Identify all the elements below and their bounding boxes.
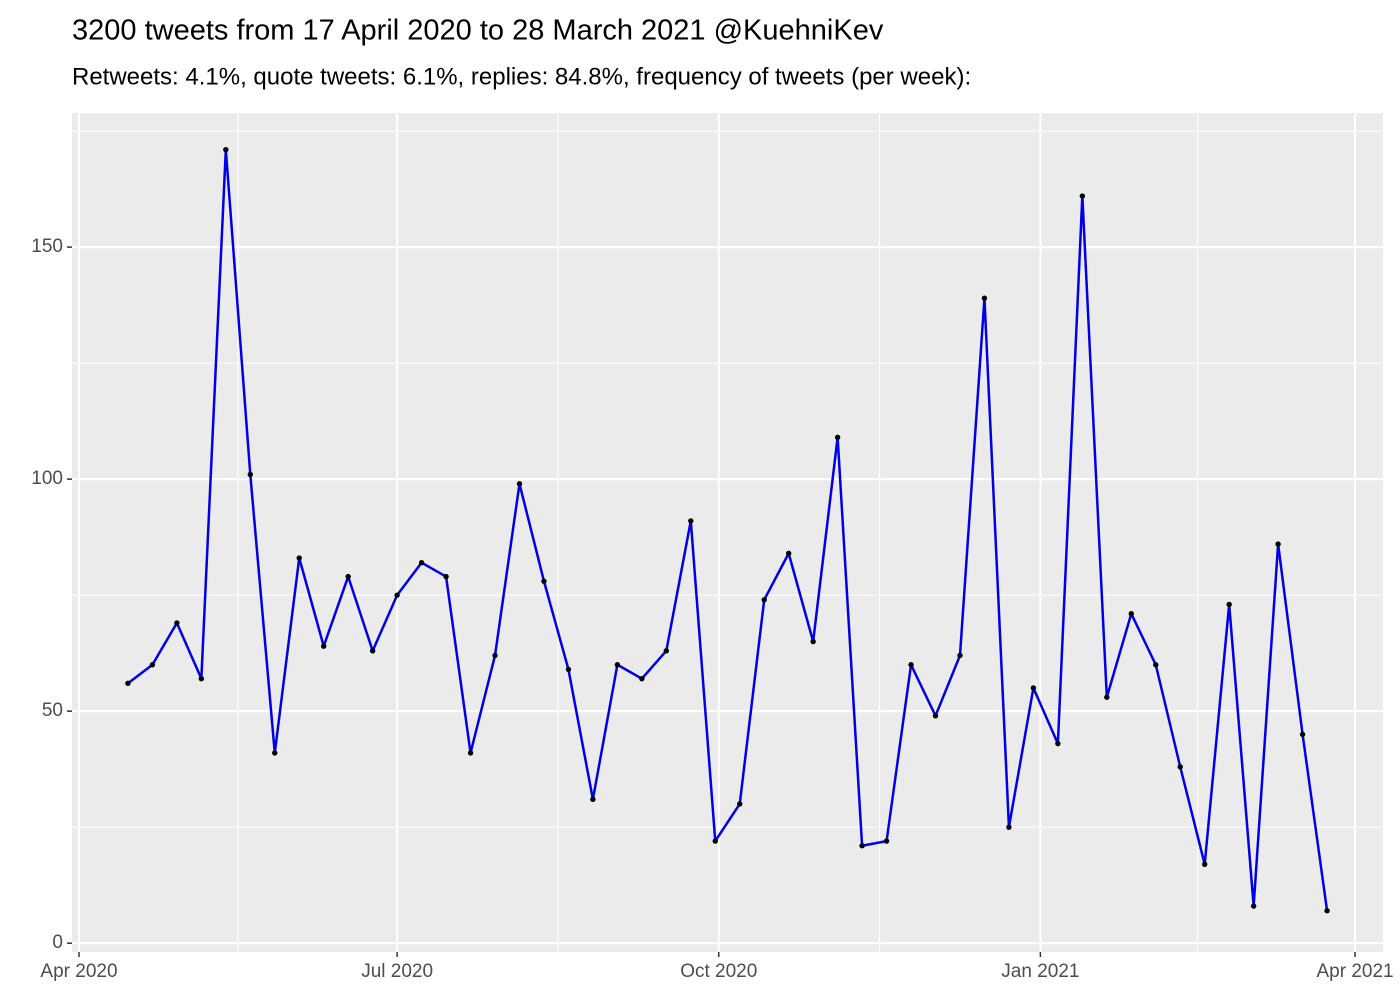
data-point bbox=[834, 434, 841, 441]
data-point bbox=[908, 662, 914, 668]
data-point bbox=[1153, 662, 1159, 668]
data-point bbox=[1299, 731, 1306, 738]
data-point bbox=[1324, 907, 1330, 914]
data-point bbox=[565, 666, 572, 673]
data-point bbox=[198, 675, 205, 682]
chart-subtitle: Retweets: 4.1%, quote tweets: 6.1%, repl… bbox=[72, 63, 971, 90]
x-tick-label: Jul 2020 bbox=[361, 961, 433, 982]
plot-background bbox=[72, 113, 1383, 952]
data-point bbox=[1104, 694, 1110, 700]
x-tick-label: Jan 2021 bbox=[1001, 961, 1079, 982]
data-point bbox=[467, 750, 474, 756]
x-tick-label: Oct 2020 bbox=[680, 961, 757, 982]
data-point bbox=[712, 838, 718, 844]
data-point bbox=[125, 680, 131, 687]
data-point bbox=[1202, 861, 1208, 867]
y-tick-label: 100 bbox=[31, 468, 63, 489]
x-tick-label: Apr 2021 bbox=[1316, 961, 1393, 982]
data-point bbox=[663, 648, 670, 654]
data-point bbox=[321, 643, 327, 649]
data-point bbox=[957, 652, 963, 659]
data-point bbox=[296, 555, 302, 561]
data-point bbox=[688, 518, 694, 524]
x-tick-label: Apr 2020 bbox=[40, 961, 117, 982]
data-point bbox=[418, 559, 425, 566]
data-point bbox=[1275, 541, 1281, 547]
data-point bbox=[1079, 193, 1086, 199]
data-point bbox=[1226, 601, 1232, 608]
data-point bbox=[859, 843, 865, 849]
data-point bbox=[1177, 764, 1183, 770]
data-point bbox=[737, 801, 743, 807]
data-point bbox=[443, 573, 449, 580]
data-point bbox=[614, 662, 621, 668]
chart-title: 3200 tweets from 17 April 2020 to 28 Mar… bbox=[72, 15, 884, 47]
data-point bbox=[345, 573, 351, 580]
data-point bbox=[149, 662, 156, 668]
data-point bbox=[223, 146, 229, 153]
data-point bbox=[810, 638, 816, 645]
data-point bbox=[1030, 685, 1037, 691]
data-point bbox=[883, 838, 890, 844]
data-point bbox=[541, 578, 547, 584]
data-point bbox=[492, 652, 498, 659]
data-point bbox=[639, 675, 645, 682]
data-point bbox=[1006, 824, 1012, 830]
data-point bbox=[174, 620, 180, 626]
data-point bbox=[247, 471, 253, 478]
data-point bbox=[761, 597, 767, 603]
data-point bbox=[516, 481, 523, 487]
data-point bbox=[1128, 611, 1134, 617]
data-point bbox=[272, 750, 278, 756]
series-line bbox=[127, 148, 1329, 911]
data-point bbox=[1055, 740, 1061, 747]
data-point bbox=[1250, 903, 1257, 909]
data-point bbox=[981, 295, 988, 301]
data-point bbox=[785, 550, 792, 557]
data-point bbox=[369, 648, 376, 654]
data-point bbox=[932, 713, 939, 719]
data-point bbox=[590, 796, 596, 803]
y-tick-label: 0 bbox=[52, 932, 63, 953]
y-tick-label: 50 bbox=[42, 700, 63, 721]
y-tick-label: 150 bbox=[31, 236, 63, 257]
data-point bbox=[394, 592, 400, 598]
